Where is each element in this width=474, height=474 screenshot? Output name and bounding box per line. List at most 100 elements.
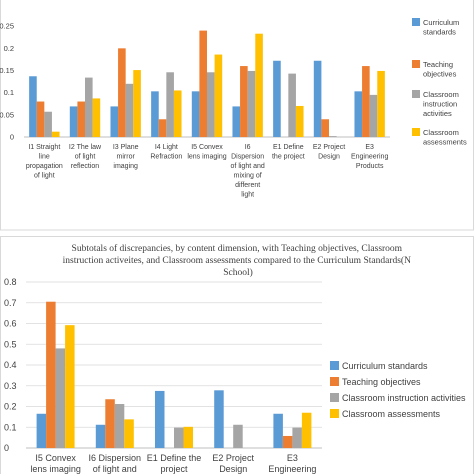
chart-2-legend-label-classroom-instruction-activities: Classroom instruction activities — [342, 393, 466, 403]
chart-1-bar-teaching-objectives-1 — [36, 101, 45, 137]
chart-1-bar-teaching-objectives-6 — [240, 66, 248, 137]
chart-1-category-label-8: E2 Project Design — [313, 144, 345, 161]
chart-1-category-label-line: propagation — [26, 163, 63, 170]
chart-2-legend-label-classroom-assessments: Classroom assessments — [342, 409, 441, 419]
chart-1-category-label-line: of light — [34, 173, 55, 180]
chart-2-bar-curriculum-standards-3 — [155, 390, 165, 448]
chart-2-legend-swatch-curriculum-standards — [330, 361, 339, 370]
chart-1-bar-curriculum-standards-1 — [29, 76, 37, 137]
chart-1-legend-swatch-curriculum-standards — [412, 18, 420, 26]
chart-2-category-label-line: of light and — [93, 464, 137, 474]
chart-1-legend-label-line: instruction — [423, 100, 457, 109]
chart-2-legend-swatch-teaching-objectives — [330, 377, 339, 386]
chart-1-bar-classroom-instruction-activities-2 — [85, 77, 93, 137]
chart-1-bar-classroom-instruction-activities-7 — [288, 73, 296, 137]
chart-1-bar-curriculum-standards-8 — [313, 60, 322, 137]
chart-2-title-line-3: School) — [223, 267, 253, 278]
chart-2-y-tick-5: 0.5 — [4, 339, 17, 349]
chart-1-bar-classroom-assessments-1 — [51, 131, 60, 137]
chart-1-category-label-line: I4 Light — [155, 144, 178, 151]
chart-2-y-tick-3: 0.3 — [4, 381, 17, 391]
chart-1-legend-swatch-classroom-assessments — [412, 128, 420, 136]
chart-2-category-label-2: I6 Dispersion of light and — [89, 453, 142, 474]
chart-2-category-label-line: E3 — [287, 453, 298, 463]
chart-2-bar-classroom-instruction-activities-2 — [114, 404, 125, 448]
chart-1-y-tick-4: 0.2 — [4, 44, 14, 53]
chart-2-category-label-line: E2 Project — [212, 453, 254, 463]
chart-2-bar-curriculum-standards-1 — [36, 413, 47, 448]
chart-1-legend-label-line: standards — [423, 28, 456, 37]
chart-1-category-label-line: I2 The law — [69, 144, 102, 151]
chart-1-bar-curriculum-standards-5 — [191, 91, 200, 137]
chart-1-bar-teaching-objectives-9 — [362, 66, 370, 137]
chart-1-y-tick-3: 0.15 — [0, 66, 14, 75]
chart-1-category-label-6: I6 Dispersion of light and mixing of differe… — [231, 144, 265, 199]
chart-1-category-label-9: E3 Engineering Products — [351, 144, 388, 170]
chart-1-legend-label-line: Classroom — [423, 128, 459, 137]
chart-2-title: Subtotals of discrepancies, by content d… — [63, 243, 414, 278]
chart-2-category-label-line: Engineering — [268, 464, 316, 474]
chart-1-y-tick-2: 0.1 — [4, 88, 14, 97]
chart-1-category-label-line: the project — [272, 154, 305, 161]
chart-1-bar-classroom-instruction-activities-1 — [44, 111, 52, 137]
chart-2-bar-classroom-instruction-activities-3 — [174, 427, 184, 448]
chart-1-category-label-line: Refraction — [150, 154, 182, 161]
chart-1-category-label-line: lens imaging — [187, 154, 226, 161]
chart-1-category-label-line: mirror — [117, 154, 136, 161]
chart-1-category-label-line: of light — [75, 154, 96, 161]
chart-1-category-label-line: light — [241, 192, 254, 199]
chart-1-legend-label-curriculum-standards: Curriculum standards — [423, 18, 459, 37]
chart-1-bar-classroom-instruction-activities-6 — [247, 70, 256, 137]
chart-1-legend-label-classroom-assessments: Classroom assessments — [423, 128, 467, 147]
chart-1-bar-teaching-objectives-5 — [199, 30, 207, 138]
chart-2-bar-curriculum-standards-2 — [95, 424, 106, 448]
chart-1-category-label-line: I6 — [245, 144, 251, 151]
chart-2-category-label-3: E1 Define the project — [147, 453, 202, 474]
chart-1-category-label-7: E1 Define the project — [272, 144, 305, 161]
chart-1-y-tick-1: 0.05 — [0, 110, 14, 119]
chart-2-bar-curriculum-standards-5 — [273, 413, 283, 448]
chart-2-bar-classroom-assessments-1 — [65, 325, 75, 448]
chart-2-y-tick-7: 0.7 — [4, 298, 17, 308]
chart-1-category-label-line: E1 Define — [273, 144, 304, 151]
chart-1-bar-curriculum-standards-2 — [69, 106, 78, 137]
chart-2-y-tick-6: 0.6 — [4, 319, 17, 329]
chart-1-y-tick-5: 0.25 — [0, 22, 14, 31]
chart-1-category-label-5: I5 Convex lens imaging — [187, 144, 226, 161]
chart-1: 0 0.05 0.1 0.15 0.2 0.25 I1 Straight line propa… — [0, 0, 474, 231]
chart-1-bar-curriculum-standards-4 — [151, 91, 159, 137]
chart-2-category-label-line: Design — [219, 464, 247, 474]
chart-1-category-label-line: Design — [318, 154, 340, 161]
chart-1-legend-label-classroom-instruction-activities: Classroom instruction activities — [423, 90, 459, 118]
chart-1-legend-label-line: assessments — [423, 138, 467, 147]
chart-1-bar-teaching-objectives-4 — [158, 119, 167, 137]
chart-1-category-label-3: I3 Plane mirror imaging — [113, 144, 139, 170]
chart-1-bar-classroom-assessments-9 — [377, 70, 385, 137]
chart-1-bar-classroom-assessments-4 — [173, 90, 182, 137]
chart-1-legend-label-line: Teaching — [423, 60, 453, 69]
chart-1-category-label-4: I4 Light Refraction — [150, 144, 182, 161]
chart-1-category-label-2: I2 The law of light reflection — [69, 144, 102, 170]
chart-2-bar-classroom-instruction-activities-4 — [233, 424, 243, 448]
chart-1-legend-swatch-teaching-objectives — [412, 60, 420, 68]
chart-1-y-tick-0: 0 — [10, 133, 14, 142]
chart-1-legend-label-line: Classroom — [423, 90, 459, 99]
chart-1-category-label-line: Dispersion — [231, 154, 264, 161]
chart-2-category-label-line: I5 Convex — [35, 453, 76, 463]
chart-1-bar-teaching-objectives-8 — [321, 119, 329, 137]
chart-2-legend-swatch-classroom-instruction-activities — [330, 393, 339, 402]
chart-1-category-label-1: I1 Straight line propagation of light — [26, 144, 63, 180]
chart-1-category-label-line: imaging — [113, 163, 138, 170]
chart-2-category-label-5: E3 Engineering — [268, 453, 316, 474]
chart-2-bar-teaching-objectives-1 — [46, 301, 56, 448]
chart-1-legend-label-line: objectives — [423, 70, 457, 79]
chart-1-legend-label-line: activities — [423, 109, 452, 118]
chart-1-bar-curriculum-standards-7 — [273, 60, 281, 137]
chart-2-bar-classroom-assessments-2 — [124, 419, 134, 448]
chart-1-bar-classroom-assessments-2 — [92, 98, 101, 137]
chart-1-category-label-line: line — [39, 154, 50, 161]
chart-1-bar-classroom-instruction-activities-4 — [166, 72, 174, 137]
chart-2-y-tick-2: 0.2 — [4, 402, 17, 412]
chart-1-category-label-line: I5 Convex — [191, 144, 223, 151]
chart-1-legend-label-line: Curriculum — [423, 18, 459, 27]
